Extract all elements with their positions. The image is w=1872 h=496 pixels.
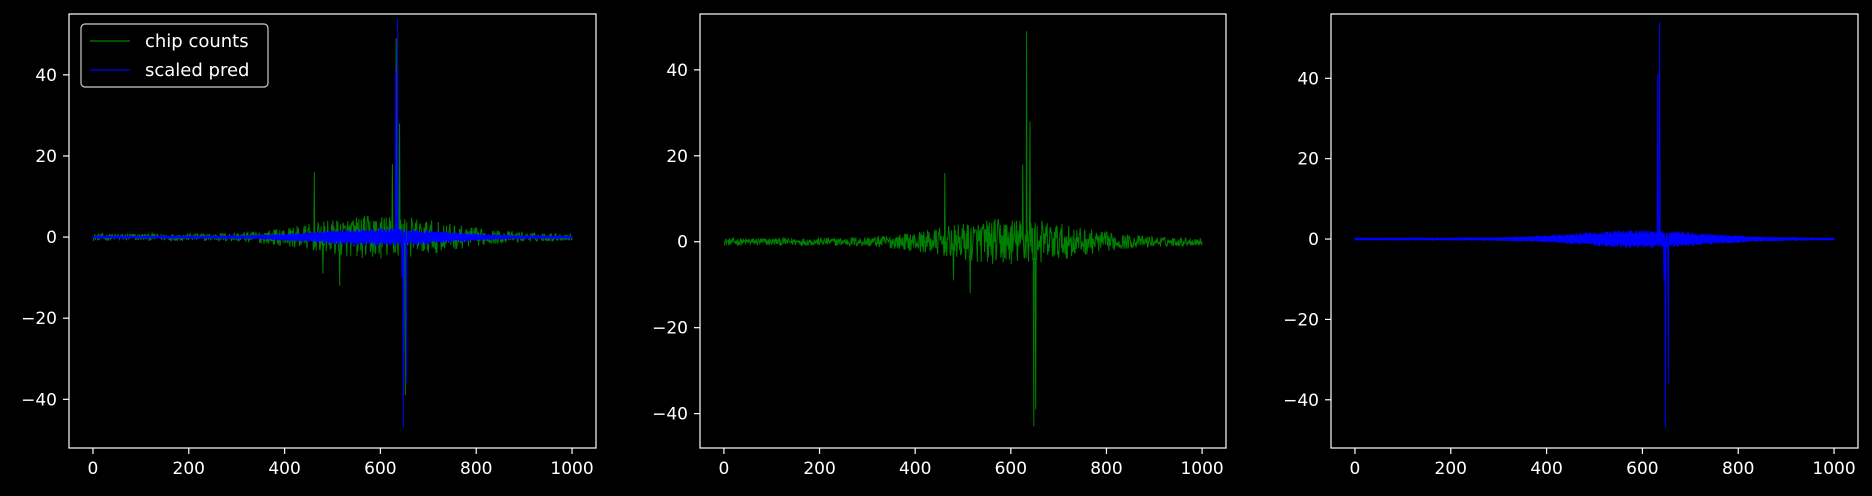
x-tick-label-left-1000: 1000 — [550, 459, 593, 479]
x-tick-label-left-600: 600 — [364, 459, 396, 479]
x-tick-label-right-1000: 1000 — [1812, 459, 1855, 479]
y-tick-label-left--40: −40 — [21, 390, 57, 410]
chart-panel-right: 0 200 400 600 800 1000 −40 −20 0 20 40 — [1283, 13, 1859, 479]
x-tick-label-right-400: 400 — [1530, 459, 1562, 479]
y-tick-label-left-20: 20 — [35, 147, 57, 167]
x-tick-label-middle-1000: 1000 — [1180, 459, 1223, 479]
y-tick-label-middle--40: −40 — [652, 405, 688, 425]
x-tick-label-middle-200: 200 — [803, 459, 835, 479]
x-tick-label-left-0: 0 — [88, 459, 99, 479]
y-tick-label-right-0: 0 — [1308, 230, 1319, 250]
y-tick-label-right-20: 20 — [1297, 150, 1319, 170]
x-tick-label-middle-400: 400 — [899, 459, 931, 479]
x-tick-label-right-200: 200 — [1435, 459, 1467, 479]
y-tick-label-right--40: −40 — [1283, 391, 1319, 411]
x-tick-label-left-400: 400 — [268, 459, 300, 479]
x-tick-label-right-600: 600 — [1626, 459, 1658, 479]
y-tick-label-middle-20: 20 — [666, 147, 688, 167]
chart-panel-middle: 0 200 400 600 800 1000 −40 −20 0 20 40 — [652, 13, 1227, 479]
axes-frame-right — [1330, 13, 1859, 449]
y-tick-label-left-0: 0 — [46, 228, 57, 248]
chart-panel-left: 0 200 400 600 800 1000 −40 −20 0 20 40 — [21, 13, 597, 479]
legend-label-chip-counts: chip counts — [145, 31, 249, 52]
axes-frame-middle — [699, 13, 1227, 449]
series-line-middle-0 — [723, 31, 1203, 427]
y-tick-label-middle-0: 0 — [677, 233, 688, 253]
x-tick-label-left-200: 200 — [173, 459, 205, 479]
x-tick-label-middle-600: 600 — [995, 459, 1027, 479]
y-tick-label-right--20: −20 — [1283, 310, 1319, 330]
y-tick-label-middle--20: −20 — [652, 319, 688, 339]
x-tick-label-middle-800: 800 — [1090, 459, 1122, 479]
x-tick-label-right-0: 0 — [1350, 459, 1361, 479]
series-line-left-1 — [92, 18, 573, 428]
y-tick-label-right-40: 40 — [1297, 69, 1319, 89]
y-tick-label-middle-40: 40 — [666, 61, 688, 81]
axes-frame-left — [68, 13, 597, 449]
y-tick-label-left-40: 40 — [35, 66, 57, 86]
x-tick-label-left-800: 800 — [460, 459, 492, 479]
x-tick-label-right-800: 800 — [1722, 459, 1754, 479]
x-tick-label-middle-0: 0 — [718, 459, 729, 479]
legend-label-scaled-pred: scaled pred — [145, 60, 249, 81]
legend-box — [80, 23, 269, 88]
y-tick-label-left--20: −20 — [21, 309, 57, 329]
legend: chip counts scaled pred — [80, 23, 269, 88]
series-line-right-0 — [1354, 22, 1835, 428]
